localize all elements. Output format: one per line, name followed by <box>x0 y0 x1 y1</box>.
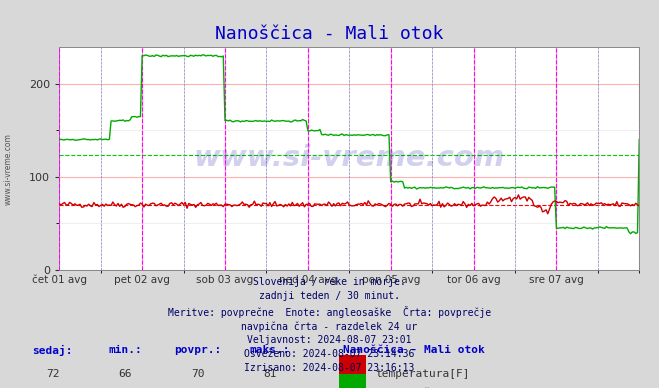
Text: 72: 72 <box>46 369 59 379</box>
Text: 81: 81 <box>264 369 277 379</box>
Text: Nanoščica - Mali otok: Nanoščica - Mali otok <box>215 25 444 43</box>
Text: www.si-vreme.com: www.si-vreme.com <box>3 133 13 205</box>
Text: Nanoščica - Mali otok: Nanoščica - Mali otok <box>343 345 484 355</box>
Text: maks.:: maks.: <box>250 345 291 355</box>
Text: min.:: min.: <box>108 345 142 355</box>
Bar <box>339 355 366 383</box>
Text: 66: 66 <box>119 369 132 379</box>
Text: Slovenija / reke in morje.
zadnji teden / 30 minut.
Meritve: povprečne  Enote: a: Slovenija / reke in morje. zadnji teden … <box>168 277 491 372</box>
Bar <box>339 374 366 388</box>
Text: temperatura[F]: temperatura[F] <box>376 369 470 379</box>
Text: sedaj:: sedaj: <box>32 345 73 356</box>
Text: www.si-vreme.com: www.si-vreme.com <box>194 144 505 172</box>
Text: povpr.:: povpr.: <box>174 345 221 355</box>
Text: 70: 70 <box>191 369 204 379</box>
